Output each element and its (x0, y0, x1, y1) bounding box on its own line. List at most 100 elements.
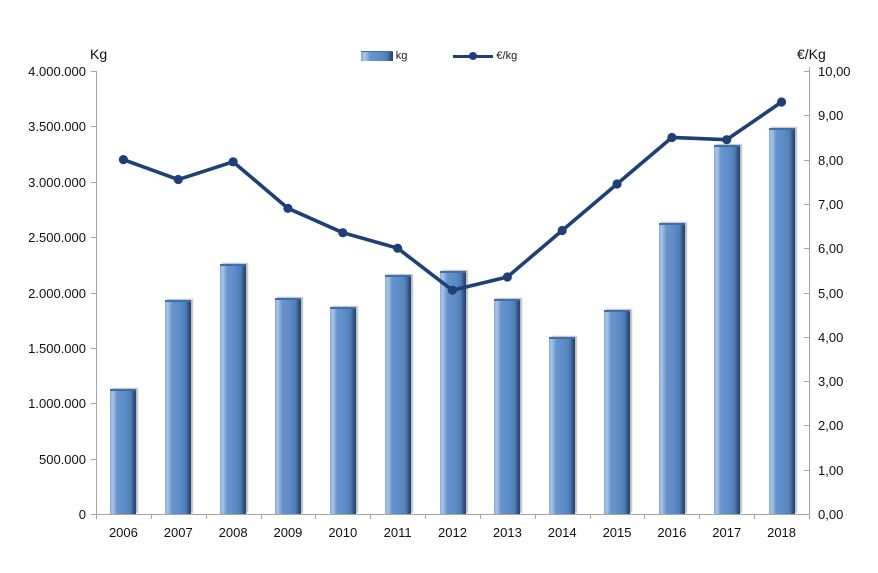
legend-item-eur-per-kg: €/kg (453, 50, 517, 62)
left-axis-tick (91, 181, 96, 183)
right-axis-tick (804, 469, 809, 471)
line-marker-2016 (667, 132, 677, 143)
right-axis-tick (804, 514, 809, 515)
x-axis-tick (809, 514, 810, 519)
bar-2011 (384, 274, 411, 514)
left-axis-tick-label: 3.000.000 (28, 174, 86, 190)
left-axis-tick (91, 403, 96, 405)
x-axis-tick (315, 514, 317, 519)
x-axis-category-label: 2007 (163, 525, 193, 540)
bar-2010 (329, 306, 356, 514)
right-axis-tick (804, 115, 809, 117)
line-marker-2008 (228, 157, 238, 167)
left-axis-tick-label: 4.000.000 (28, 64, 86, 79)
left-axis-line (96, 71, 97, 514)
left-axis-tick (91, 126, 96, 128)
x-axis-category-label: 2016 (657, 525, 687, 540)
right-axis-tick (804, 71, 809, 72)
bar-2018 (768, 128, 795, 514)
x-axis-tick (96, 514, 97, 519)
right-axis-tick (804, 248, 809, 250)
x-axis-tick (699, 514, 701, 519)
left-axis-tick-label: 2.000.000 (28, 285, 86, 301)
right-axis-tick-label: 3,00 (818, 374, 844, 390)
left-axis-title: Kg (90, 46, 108, 62)
x-axis-tick (150, 514, 152, 519)
line-marker-2012 (447, 285, 458, 295)
x-axis-category-label: 2006 (108, 525, 138, 540)
bar-2014 (549, 336, 576, 514)
left-axis-tick (91, 71, 96, 72)
line-marker-2014 (557, 225, 567, 236)
right-axis-tick (804, 292, 809, 294)
line-marker-2011 (393, 243, 403, 253)
bar-2006 (110, 388, 137, 514)
bar-swatch-icon (360, 51, 393, 61)
line-marker-2015 (612, 179, 622, 189)
left-axis-tick (91, 347, 96, 349)
bar-2012 (439, 271, 466, 514)
left-axis-tick-label: 3.500.000 (28, 119, 86, 135)
left-axis-tick-label: 1.000.000 (28, 396, 86, 412)
left-axis-tick-label: 1.500.000 (28, 340, 86, 356)
right-axis-tick (804, 159, 809, 161)
line-marker-2018 (776, 97, 787, 107)
right-axis-tick-label: 1,00 (818, 462, 844, 478)
x-axis-tick (534, 514, 536, 519)
bar-2007 (165, 299, 192, 514)
left-axis-tick-label: 0 (78, 507, 86, 522)
x-axis-tick (589, 514, 591, 519)
x-axis-tick (479, 514, 481, 519)
right-axis-tick-label: 8,00 (818, 152, 844, 168)
right-axis-tick-label: 7,00 (818, 196, 844, 212)
x-axis-tick (205, 514, 207, 519)
bar-2016 (658, 223, 685, 514)
right-axis-tick-label: 6,00 (818, 241, 844, 257)
right-axis-tick-label: 5,00 (818, 285, 844, 301)
bar-2015 (604, 310, 631, 514)
bar-2009 (274, 298, 301, 514)
line-path (122, 100, 783, 293)
x-axis-tick (260, 514, 262, 519)
line-marker-2017 (722, 135, 732, 145)
x-axis-category-label: 2013 (492, 525, 522, 540)
bar-2013 (494, 299, 521, 514)
x-axis-tick (754, 514, 756, 519)
left-axis-tick (91, 514, 96, 515)
right-axis-line (809, 67, 810, 514)
x-axis-line (96, 514, 810, 515)
x-axis-category-label: 2008 (218, 525, 248, 540)
line-marker-2010 (338, 228, 348, 238)
right-axis-tick (804, 381, 809, 383)
line-marker-2009 (283, 203, 293, 213)
right-axis-tick (804, 336, 809, 338)
x-axis-category-label: 2017 (712, 525, 742, 540)
legend: kg €/kg (0, 50, 878, 62)
right-axis-tick-label: 10,00 (818, 64, 851, 79)
x-axis-tick (425, 514, 427, 519)
line-marker-2013 (502, 272, 512, 282)
x-axis-category-label: 2015 (602, 525, 632, 540)
line-marker-2007 (173, 174, 183, 185)
x-axis-tick (644, 514, 646, 519)
x-axis-tick (370, 514, 372, 519)
left-axis-tick (91, 237, 96, 239)
right-axis-tick-label: 4,00 (818, 329, 844, 345)
x-axis-category-label: 2012 (438, 525, 467, 540)
left-axis-tick (91, 458, 96, 460)
legend-label-kg: kg (395, 50, 408, 62)
right-axis-tick-label: 9,00 (818, 108, 844, 124)
x-axis-category-label: 2009 (273, 525, 303, 540)
legend-item-kg: kg (360, 50, 408, 62)
right-axis-tick (804, 425, 809, 427)
line-marker-2006 (118, 155, 129, 165)
left-axis-tick-label: 2.500.000 (28, 230, 86, 246)
left-axis-tick (91, 292, 96, 294)
x-axis-category-label: 2014 (547, 525, 577, 540)
x-axis-category-label: 2011 (383, 525, 412, 540)
left-axis-tick-label: 500.000 (39, 451, 86, 467)
legend-label-eur-per-kg: €/kg (496, 50, 518, 62)
bar-2008 (220, 263, 247, 514)
